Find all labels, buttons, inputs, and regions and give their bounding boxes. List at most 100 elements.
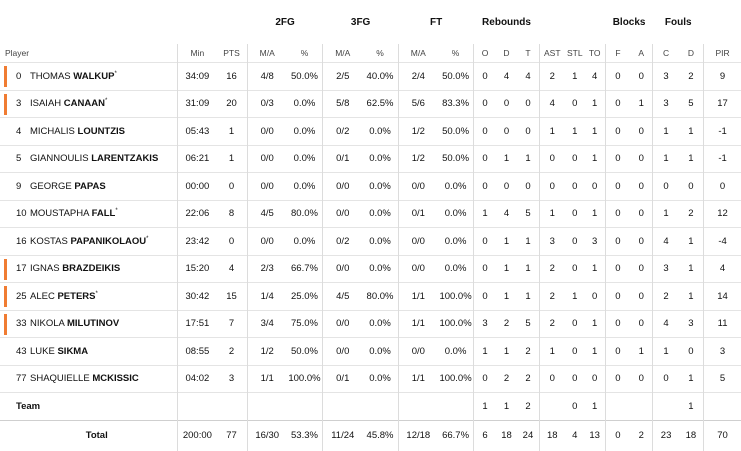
stat-blk-f: 0 [604,309,631,338]
player-row[interactable]: 3 ISAIAH CANAAN* 31:09 20 0/3 0.0% 5/8 62.5% 5/6… [0,89,741,118]
player-row[interactable]: 43 LUKE SIKMA 08:55 2 1/2 50.0% 0/0 0.0% 0/0 0.0%… [0,337,741,365]
team-stat-3fg-ma [322,392,363,420]
stat-def-reb: 1 [495,337,518,365]
team-row: Team 1 1 2 0 1 1 [0,392,741,420]
stat-2fg-ma: 0/3 [246,89,287,118]
team-stat-2fg-ma [246,392,287,420]
stat-2fg-pct: 50.0% [286,62,323,90]
team-stat-pts [216,392,248,420]
stat-ft-ma: 1/1 [397,282,438,310]
player-name-cell[interactable]: 4 MICHALIS LOUNTZIS [0,117,178,145]
player-row[interactable]: 77 SHAQUIELLE MCKISSIC 04:02 3 1/1 100.0% 0/1 0… [0,364,741,393]
total-stat-ft-pct: 66.7% [437,419,474,451]
col-ast: AST [538,44,565,63]
stat-def-reb: 2 [495,309,518,338]
player-name-cell[interactable]: 33 NIKOLA MILUTINOV [0,309,178,338]
stat-foul-d: 2 [678,62,704,90]
player-last-name: LARENTZAKIS [91,153,159,165]
team-stat-ft-ma [397,392,438,420]
stat-blk-a: 0 [630,62,653,90]
total-stat-off-reb: 6 [473,419,496,451]
player-name-cell[interactable]: 0 THOMAS WALKUP* [0,62,178,90]
stat-2fg-pct: 25.0% [286,282,323,310]
team-stat-3fg-pct [362,392,399,420]
stat-3fg-pct: 0.0% [362,199,399,228]
total-stat-3fg-ma: 11/24 [322,419,363,451]
starter-indicator [4,286,7,307]
stat-pir: 11 [703,309,741,338]
stat-ft-pct: 83.3% [437,89,474,118]
total-stat-ft-ma: 12/18 [397,419,438,451]
player-first-name: MOUSTAPHA [30,208,89,220]
player-number: 25 [16,290,27,302]
stat-blk-f: 0 [604,117,631,145]
stat-ft-ma: 2/4 [397,62,438,90]
player-name-cell[interactable]: 16 KOSTAS PAPANIKOLAOU* [0,227,178,255]
player-row[interactable]: 33 NIKOLA MILUTINOV 17:51 7 3/4 75.0% 0/0 0.0% 1… [0,309,741,338]
player-name-cell[interactable]: 5 GIANNOULIS LARENTZAKIS [0,144,178,173]
player-row[interactable]: 16 KOSTAS PAPANIKOLAOU* 23:42 0 0/0 0.0% 0/2 0.… [0,227,741,255]
stat-blk-a: 0 [630,144,653,173]
player-name-cell[interactable]: 25 ALEC PETERS* [0,282,178,310]
stat-foul-c: 0 [652,172,679,200]
stat-pir: 9 [703,62,741,90]
player-first-name: MICHALIS [30,125,75,137]
starter-indicator [4,93,7,115]
stat-2fg-ma: 4/8 [246,62,287,90]
stat-off-reb: 0 [473,62,496,90]
player-first-name: GEORGE [30,180,72,192]
player-mark: * [95,290,98,297]
player-row[interactable]: 10 MOUSTAPHA FALL* 22:06 8 4/5 80.0% 0/0 0.0% 0/… [0,199,741,228]
player-name-cell[interactable]: 10 MOUSTAPHA FALL* [0,199,178,228]
stat-foul-c: 3 [652,62,679,90]
stat-pir: -4 [703,227,741,255]
stat-blk-a: 1 [630,337,653,365]
stat-foul-d: 1 [678,364,704,393]
total-stat-min: 200:00 [177,419,217,451]
stat-min: 15:20 [177,254,217,283]
stat-ft-ma: 5/6 [397,89,438,118]
col-ft-ma: M/A [397,44,438,63]
col-to: TO [588,48,601,58]
stat-2fg-pct: 0.0% [286,117,323,145]
stat-foul-d: 1 [678,144,704,173]
stat-def-reb: 1 [495,144,518,173]
player-name-cell[interactable]: 77 SHAQUIELLE MCKISSIC [0,364,178,393]
stat-3fg-pct: 0.0% [362,117,399,145]
stat-pir: 14 [703,282,741,310]
player-row[interactable]: 9 GEORGE PAPAS 00:00 0 0/0 0.0% 0/0 0.0% 0/0 0.0%… [0,172,741,200]
col-pir: PIR [703,44,741,63]
stat-ft-pct: 0.0% [437,199,474,228]
player-name-cell[interactable]: 9 GEORGE PAPAS [0,172,178,200]
stat-ft-ma: 0/0 [397,227,438,255]
stat-blk-f: 0 [604,364,631,393]
stat-to: 0 [584,282,606,310]
player-row[interactable]: 0 THOMAS WALKUP* 34:09 16 4/8 50.0% 2/5 40.0% 2/… [0,62,741,90]
player-mark: * [146,235,149,242]
stat-blk-a: 0 [630,172,653,200]
player-first-name: ALEC [30,290,55,302]
col-off-reb: O [473,44,496,63]
stat-foul-c: 0 [652,364,679,393]
player-number: 3 [16,98,22,110]
stat-tot-reb: 1 [517,254,540,283]
stat-to: 1 [584,199,606,228]
col-blk-a: A [638,48,645,58]
player-row[interactable]: 25 ALEC PETERS* 30:42 15 1/4 25.0% 4/5 80.0% 1/1… [0,282,741,310]
group-2fg: 2FG [275,16,295,28]
stat-stl: 0 [564,172,585,200]
stat-min: 06:21 [177,144,217,173]
player-row[interactable]: 17 IGNAS BRAZDEIKIS 15:20 4 2/3 66.7% 0/0 0.0% 0… [0,254,741,283]
player-row[interactable]: 4 MICHALIS LOUNTZIS 05:43 1 0/0 0.0% 0/2 0.0% 1/… [0,117,741,145]
player-name-cell[interactable]: 17 IGNAS BRAZDEIKIS [0,254,178,283]
player-last-name: SIKMA [57,345,89,357]
player-row[interactable]: 5 GIANNOULIS LARENTZAKIS 06:21 1 0/0 0.0% 0/1 0… [0,144,741,173]
stat-tot-reb: 4 [517,62,540,90]
player-name-cell[interactable]: 43 LUKE SIKMA [0,337,178,365]
stat-2fg-pct: 0.0% [286,172,323,200]
stat-tot-reb: 2 [517,364,540,393]
stat-blk-a: 0 [630,227,653,255]
stat-foul-c: 3 [652,254,679,283]
stat-2fg-ma: 1/1 [246,364,287,393]
player-name-cell[interactable]: 3 ISAIAH CANAAN* [0,89,178,118]
